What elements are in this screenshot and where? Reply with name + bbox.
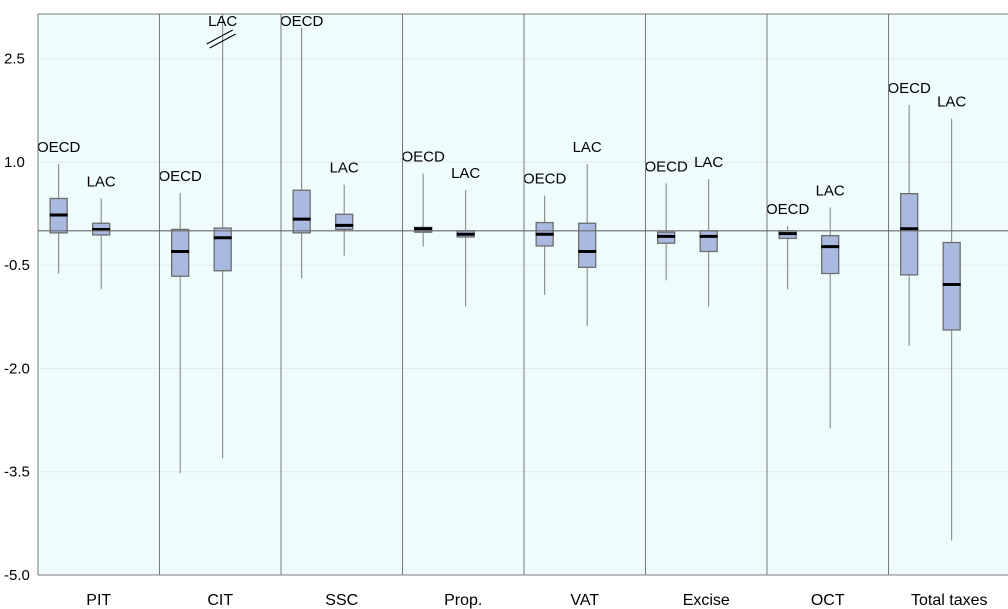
panel-background [402,14,524,575]
box-iqr [942,241,961,331]
box-iqr [578,222,597,268]
category-label: VAT [570,592,599,609]
box-label: LAC [573,139,602,156]
panel-background [159,14,281,575]
category-label: Total taxes [911,592,987,609]
box-iqr [292,189,311,234]
box-label: LAC [330,160,359,177]
axis-break-mark [209,33,236,49]
box-label: OECD [644,158,688,175]
axis-break-mark [206,29,233,45]
box-label: LAC [87,173,116,190]
y-tick-label: 2.5 [4,51,25,68]
box-label: OECD [280,13,324,30]
y-tick-label: 1.0 [4,154,25,171]
x-axis-category-labels: PIT CIT SSC Prop. VAT Excise OCT Total taxes [86,592,987,609]
panel-background [524,14,646,575]
category-label: PIT [86,592,111,609]
y-axis-ticks: 2.5 1.0 -0.5 -2.0 -3.5 -5.0 [4,51,30,584]
y-tick-label: -0.5 [4,257,30,274]
box-iqr [821,234,840,275]
category-label: Prop. [444,592,482,609]
box-series [49,14,961,541]
box-labels: OECD LAC OECD LAC OECD LAC OECD LAC OECD LAC OECD L… [37,13,966,218]
panel-background [645,14,767,575]
box-iqr [213,227,232,272]
box-iqr [699,230,718,253]
box-label: LAC [816,182,845,199]
box-label: OECD [158,168,202,185]
panel-background [767,14,889,575]
box-label: OECD [523,171,567,188]
y-tick-label: -5.0 [4,567,30,584]
category-label: OCT [811,592,845,609]
box-label: OECD [37,139,81,156]
box-label: LAC [208,13,237,30]
panel-background [281,14,403,575]
box-label: LAC [937,94,966,111]
category-label: Excise [683,592,730,609]
box-label: OECD [766,201,810,218]
box-label: OECD [887,80,931,97]
panel-background [38,14,160,575]
category-label: CIT [207,592,233,609]
y-tick-label: -3.5 [4,464,30,481]
box-iqr [900,193,919,276]
box-iqr [335,213,354,231]
category-label: SSC [325,592,358,609]
category-panels [38,14,1008,575]
y-tick-label: -2.0 [4,360,30,377]
box-label: LAC [451,165,480,182]
box-label: OECD [401,149,445,166]
axes [37,13,1008,576]
box-label: LAC [694,154,723,171]
